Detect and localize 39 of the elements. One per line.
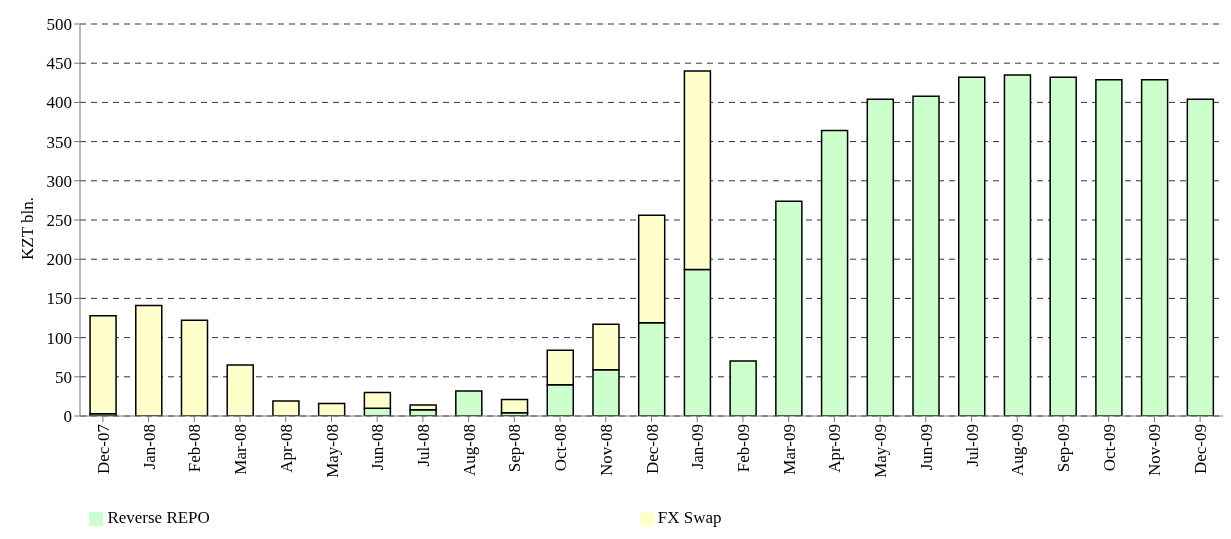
x-tick-label: Jul-09 — [962, 424, 982, 467]
x-tick-label: Nov-09 — [1145, 424, 1165, 476]
x-tick-label: Dec-09 — [1191, 424, 1211, 475]
x-tick-label: Apr-08 — [276, 424, 296, 473]
y-tick-label: 350 — [46, 132, 72, 152]
x-tick-label: Sep-08 — [505, 424, 525, 473]
x-tick-label: Aug-08 — [459, 424, 479, 476]
y-tick-label: 500 — [46, 15, 72, 35]
x-tick-label: Sep-09 — [1054, 424, 1074, 473]
x-tick-label: Jul-08 — [413, 424, 433, 467]
x-tick-label: Oct-08 — [551, 424, 571, 472]
y-axis-title: KZT bln. — [18, 197, 38, 260]
x-tick-label: Dec-07 — [93, 423, 113, 475]
x-tick-label: Feb-08 — [185, 424, 205, 473]
x-tick-label: Jan-08 — [139, 424, 159, 470]
y-tick-label: 150 — [46, 289, 72, 309]
x-tick-label: Oct-09 — [1099, 424, 1119, 472]
x-tick-label: May-08 — [322, 424, 342, 478]
x-tick-label: Nov-08 — [596, 424, 616, 476]
x-tick-label: May-09 — [871, 424, 891, 478]
y-tick-label: 300 — [46, 171, 72, 191]
x-tick-label: Jun-08 — [368, 424, 388, 471]
legend-label: Reverse REPO — [107, 508, 210, 527]
y-tick-label: 400 — [46, 93, 72, 113]
x-tick-label: Jun-09 — [916, 424, 936, 471]
y-tick-label: 450 — [46, 54, 72, 74]
x-tick-label: Mar-08 — [231, 424, 251, 475]
x-tick-label: Aug-09 — [1008, 424, 1028, 476]
x-tick-label: Jan-09 — [688, 424, 708, 470]
y-tick-label: 50 — [55, 367, 72, 387]
x-tick-label: Apr-09 — [825, 424, 845, 473]
x-tick-label: Feb-09 — [734, 424, 754, 473]
x-tick-label: Dec-08 — [642, 424, 662, 475]
y-tick-label: 100 — [46, 328, 72, 348]
y-tick-label: 200 — [46, 250, 72, 270]
legend-label: FX Swap — [657, 508, 722, 527]
y-tick-label: 250 — [46, 211, 72, 231]
y-tick-label: 0 — [63, 407, 72, 427]
x-tick-label: Mar-09 — [779, 424, 799, 475]
